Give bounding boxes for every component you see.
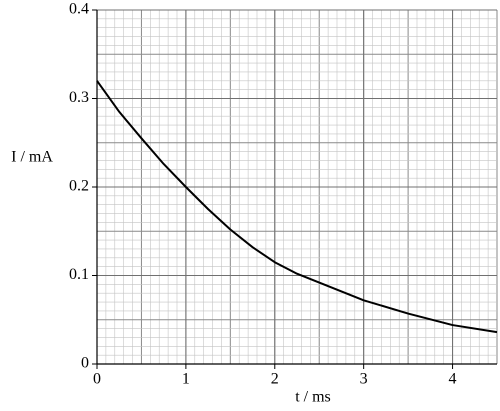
y-axis-label: I / mA	[11, 149, 53, 166]
y-tick-label: 0.4	[69, 1, 89, 18]
y-tick-label: 0.2	[69, 178, 89, 195]
x-axis-label: t / ms	[295, 389, 331, 406]
y-tick-label: 0.3	[69, 89, 89, 106]
x-tick-label: 0	[93, 371, 101, 388]
x-tick-label: 4	[449, 371, 457, 388]
y-tick-label: 0	[81, 355, 89, 372]
x-tick-label: 2	[271, 371, 279, 388]
data-line	[96, 80, 498, 334]
x-tick-label: 3	[360, 371, 368, 388]
y-tick-label: 0.1	[69, 266, 89, 283]
x-tick-label: 1	[182, 371, 190, 388]
